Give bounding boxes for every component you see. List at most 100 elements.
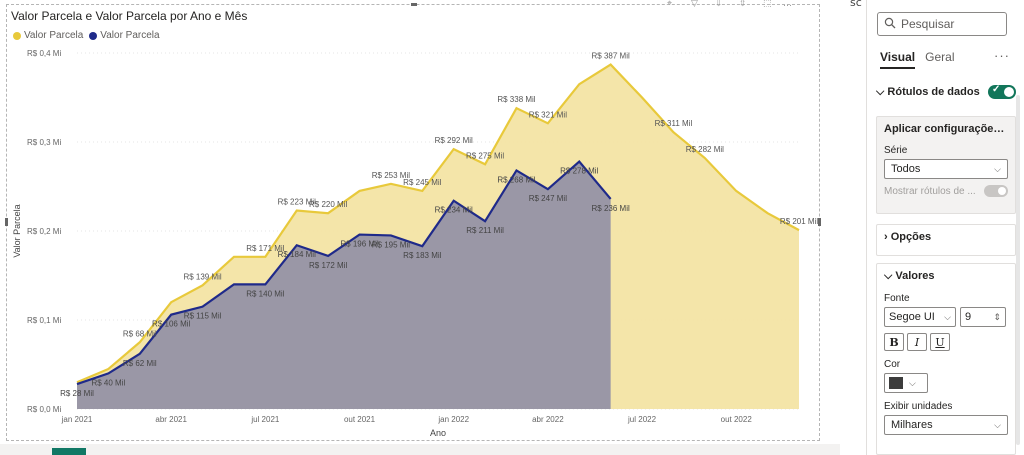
chevron-down-icon: ⌵	[994, 419, 1001, 430]
y-axis-title: Valor Parcela	[12, 204, 22, 257]
more-options-icon[interactable]: ···	[994, 48, 1010, 63]
legend-item[interactable]: Valor Parcela	[13, 30, 83, 41]
data-label: R$ 171 Mil	[246, 244, 284, 253]
show-labels-label: Mostrar rótulos de ...	[884, 185, 976, 197]
x-tick-label: jan 2022	[437, 415, 469, 424]
pane-scrollbar[interactable]	[1016, 95, 1020, 445]
chevron-down-icon: ⌵	[944, 311, 951, 322]
legend-item[interactable]: Valor Parcela	[89, 30, 160, 41]
search-input[interactable]: Pesquisar	[877, 12, 1007, 36]
data-label: R$ 201 Mil	[780, 217, 818, 226]
chart-title: Valor Parcela e Valor Parcela por Ano e …	[11, 9, 248, 23]
font-row: Segoe UI ⌵ 9 ⇕	[884, 307, 1008, 327]
legend-dot-navy	[89, 31, 98, 40]
x-axis-title: Ano	[430, 428, 446, 438]
series-value: Todos	[891, 163, 921, 175]
show-labels-toggle[interactable]	[984, 185, 1008, 197]
data-label: R$ 338 Mil	[497, 95, 535, 104]
data-labels-header[interactable]: ⌵ Rótulos de dados ✓	[876, 84, 1016, 99]
data-label: R$ 40 Mil	[91, 378, 125, 387]
area-chart-visual[interactable]: ⌖ ▽ ⇩ ⇳ ⬚ … Valor Parcela e Valor Parcel…	[5, 0, 821, 441]
data-label: R$ 196 Mil	[340, 240, 378, 249]
underline-button[interactable]: U	[930, 333, 950, 351]
x-tick-label: abr 2021	[155, 415, 187, 424]
chevron-down-icon: ⌵	[876, 85, 885, 98]
x-tick-label: jul 2022	[627, 415, 657, 424]
x-tick-label: out 2021	[344, 415, 376, 424]
search-placeholder: Pesquisar	[901, 17, 955, 31]
data-label: R$ 321 Mil	[529, 110, 567, 119]
show-labels-row: Mostrar rótulos de ...	[877, 185, 1015, 197]
drill-icon[interactable]: ⇩	[715, 0, 723, 9]
more-icon[interactable]: …	[783, 0, 792, 9]
page-tabs-strip	[0, 444, 840, 455]
italic-button[interactable]: I	[907, 333, 927, 351]
options-card[interactable]: › Opções	[876, 224, 1016, 256]
data-label: R$ 211 Mil	[466, 226, 504, 235]
data-label: R$ 195 Mil	[372, 240, 410, 249]
resize-handle-left[interactable]	[5, 218, 8, 226]
data-label: R$ 234 Mil	[435, 206, 473, 215]
series-dropdown[interactable]: Todos ⌵	[884, 159, 1008, 179]
legend-label: Valor Parcela	[24, 30, 84, 41]
data-label: R$ 172 Mil	[309, 261, 347, 270]
data-label: R$ 268 Mil	[497, 175, 535, 184]
data-labels-toggle[interactable]: ✓	[988, 84, 1016, 99]
x-tick-label: out 2022	[721, 415, 753, 424]
legend-dot-yellow	[13, 31, 21, 40]
series-label: Série	[884, 145, 908, 156]
tab-visual[interactable]: Visual	[880, 50, 916, 69]
chevron-down-icon[interactable]: ⌵	[884, 270, 893, 282]
pin-icon[interactable]: ⌖	[667, 0, 673, 9]
values-title: Valores	[895, 270, 935, 282]
display-units-label: Exibir unidades	[884, 401, 953, 412]
chevron-down-icon: ⌵	[994, 163, 1001, 174]
resize-handle-right[interactable]	[818, 218, 821, 226]
data-label: R$ 68 Mil	[123, 329, 157, 338]
bold-button[interactable]: B	[884, 333, 904, 351]
data-label: R$ 247 Mil	[529, 194, 567, 203]
options-title: Opções	[890, 231, 932, 243]
chevron-right-icon: ›	[884, 231, 888, 243]
filter-icon[interactable]: ▽	[691, 0, 698, 9]
text-format-buttons: B I U	[884, 333, 1008, 351]
font-family-value: Segoe UI	[889, 311, 935, 323]
data-label: R$ 282 Mil	[686, 145, 724, 154]
color-swatch	[889, 377, 903, 389]
page-tab-active[interactable]	[52, 448, 86, 455]
pane-tabs: Visual Geral	[880, 50, 954, 69]
search-icon	[884, 17, 896, 32]
collapsed-pane-strip: sc	[840, 0, 867, 455]
tab-general[interactable]: Geral	[925, 50, 955, 64]
font-size-stepper[interactable]: 9 ⇕	[960, 307, 1006, 327]
check-icon: ✓	[992, 84, 1001, 95]
data-labels-title: Rótulos de dados	[887, 85, 980, 98]
font-family-dropdown[interactable]: Segoe UI ⌵	[884, 307, 956, 327]
display-units-dropdown[interactable]: Milhares ⌵	[884, 415, 1008, 435]
chart-legend: Valor Parcela Valor Parcela	[13, 30, 160, 41]
chart-plot-area: R$ 0,0 Mi R$ 0,1 Mi R$ 0,2 Mi R$ 0,3 Mi R$ 0…	[12, 49, 818, 438]
y-tick-label: R$ 0,3 Mi	[27, 138, 61, 147]
x-tick-label: jan 2021	[61, 415, 93, 424]
data-label: R$ 220 Mil	[309, 200, 347, 209]
data-label: R$ 245 Mil	[403, 178, 441, 187]
series-area	[77, 161, 611, 409]
focus-icon[interactable]: ⬚	[763, 0, 772, 9]
y-tick-label: R$ 0,4 Mi	[27, 49, 61, 58]
collapsed-pane-label[interactable]: sc	[850, 0, 862, 9]
display-units-value: Milhares	[891, 419, 933, 431]
data-label: R$ 292 Mil	[435, 136, 473, 145]
x-tick-label: abr 2022	[532, 415, 564, 424]
color-picker-button[interactable]: ⌵	[884, 373, 928, 393]
visual-header-icons: ⌖ ▽ ⇩ ⇳ ⬚ …	[667, 0, 807, 9]
data-label: R$ 140 Mil	[246, 289, 284, 298]
apply-settings-title: Aplicar configurações pa...	[884, 123, 1015, 135]
data-label: R$ 387 Mil	[592, 52, 630, 61]
data-label: R$ 184 Mil	[278, 250, 316, 259]
stepper-arrows-icon[interactable]: ⇕	[993, 311, 1001, 322]
data-label: R$ 275 Mil	[466, 151, 504, 160]
resize-handle-top[interactable]	[411, 3, 417, 6]
data-label: R$ 115 Mil	[184, 312, 222, 321]
series-line	[76, 63, 800, 384]
expand-icon[interactable]: ⇳	[739, 0, 747, 9]
